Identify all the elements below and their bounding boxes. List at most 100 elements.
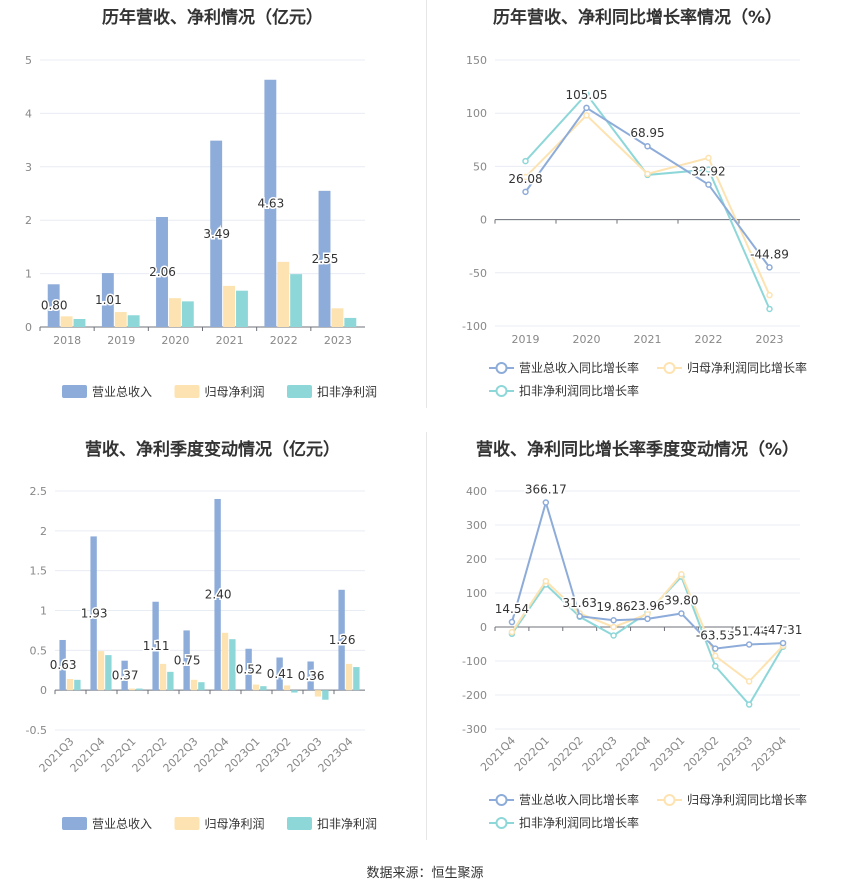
bar <box>223 285 236 327</box>
bar <box>198 682 205 691</box>
y-tick-label: 0 <box>25 321 32 334</box>
data-point <box>678 571 685 578</box>
y-tick-label: 4 <box>25 107 32 120</box>
y-tick-label: 200 <box>466 553 487 566</box>
x-tick-label: 2023Q4 <box>749 734 789 774</box>
bar <box>307 661 314 691</box>
data-point <box>583 90 590 98</box>
x-tick-label: 2022Q1 <box>512 734 552 774</box>
x-tick-label: 2023Q3 <box>715 734 755 774</box>
bar <box>97 651 105 691</box>
data-label: -44.89 <box>750 247 789 261</box>
chart-title: 历年营收、净利情况（亿元） <box>102 8 323 28</box>
bar <box>60 316 73 327</box>
data-point <box>610 623 617 631</box>
legend-label: 扣非净利润同比增长率 <box>519 383 639 398</box>
bar <box>159 663 167 691</box>
y-tick-label: 100 <box>466 587 487 600</box>
x-tick-label: 2022Q4 <box>614 734 654 774</box>
x-tick-label: 2023Q4 <box>316 735 356 775</box>
y-tick-label: 2.5 <box>30 485 48 498</box>
legend-label: 归母净利润 <box>205 385 265 399</box>
x-tick-label: 2018 <box>53 334 81 347</box>
quarter-bar-panel: 营收、净利季度变动情况（亿元） -0.5 0 0.5 1 1.5 2 2.5 2021Q3 20… <box>0 432 425 852</box>
data-label: 31.63 <box>563 596 597 610</box>
data-label: -47.31 <box>764 623 803 637</box>
data-point <box>583 112 590 119</box>
x-tick-label: 2021 <box>216 334 244 347</box>
bar <box>128 688 136 691</box>
legend-marker <box>495 362 508 374</box>
y-tick-label: 50 <box>473 160 487 173</box>
bar <box>221 632 229 691</box>
data-label: 68.95 <box>630 126 664 140</box>
bar <box>353 667 360 691</box>
x-tick-label: 2020 <box>161 334 189 347</box>
data-label: 3.49 <box>203 227 230 241</box>
data-point <box>705 166 712 173</box>
bar <box>167 671 174 691</box>
x-tick-label: 2023 <box>324 334 352 347</box>
legend-swatch <box>174 817 200 830</box>
x-tick-label: 2021 <box>634 333 662 346</box>
y-tick-label: 1 <box>25 268 32 281</box>
bar <box>47 284 60 327</box>
x-tick-label: 2022 <box>270 334 298 347</box>
bar <box>156 216 168 327</box>
bar <box>59 639 66 691</box>
bar <box>276 657 283 691</box>
bar <box>74 679 81 691</box>
data-label: 1.11 <box>143 639 170 653</box>
bar <box>318 190 331 327</box>
bar <box>283 685 291 691</box>
data-point <box>542 499 550 506</box>
quarter-line-panel: 营收、净利同比增长率季度变动情况（%） -300 -200 -100 0 100 200 3… <box>425 432 850 852</box>
y-tick-label: 150 <box>466 54 487 67</box>
y-tick-label: 0 <box>480 621 487 634</box>
data-label: 0.41 <box>267 667 294 681</box>
bar <box>152 601 159 691</box>
data-point <box>542 577 550 585</box>
y-tick-label: -100 <box>462 655 487 668</box>
data-point <box>508 628 516 636</box>
y-tick-label: 3 <box>25 161 32 174</box>
bar <box>190 679 198 691</box>
y-tick-label: 0 <box>480 214 487 227</box>
data-point <box>705 154 712 162</box>
data-point <box>712 652 719 660</box>
data-label: 2.40 <box>205 588 232 602</box>
data-label: -63.53 <box>696 629 735 643</box>
x-tick-label: 2019 <box>512 333 540 346</box>
data-label: 23.96 <box>630 599 664 613</box>
data-label: 0.37 <box>112 668 139 682</box>
bar <box>183 630 190 691</box>
bar <box>121 660 128 691</box>
data-label: -51.44 <box>730 624 769 638</box>
y-tick-label: -0.5 <box>26 724 47 737</box>
bar <box>210 140 223 327</box>
data-label: 4.63 <box>257 196 284 210</box>
y-tick-label: 100 <box>466 107 487 120</box>
data-label: 1.93 <box>81 606 108 620</box>
bar <box>245 648 252 691</box>
legend-label: 营业总收入 <box>92 817 152 831</box>
bar <box>322 690 329 700</box>
legend-label: 归母净利润 <box>205 817 265 831</box>
bar <box>66 679 74 691</box>
data-label: 39.80 <box>664 593 698 607</box>
annual-line-chart: -100 -50 0 50 100 150 2019 2020 2021 2022 2023 26.0… <box>462 54 807 398</box>
y-tick-label: 0.5 <box>30 644 48 657</box>
y-tick-label: -200 <box>462 689 487 702</box>
data-point <box>712 645 719 652</box>
data-point <box>644 142 651 150</box>
bar <box>136 688 143 691</box>
legend-label: 营业总收入同比增长率 <box>519 360 639 375</box>
data-point <box>766 291 773 299</box>
data-point <box>705 181 712 188</box>
legend-marker <box>663 362 676 374</box>
annual-bar-chart: 0 1 2 3 4 5 2018 2019 2020 2021 2022 2023 0.80 1.01 2.… <box>25 54 377 399</box>
data-label: 0.80 <box>41 299 68 313</box>
data-point <box>583 104 590 112</box>
data-label: 19.86 <box>596 600 630 614</box>
data-label: 2.06 <box>149 265 176 279</box>
